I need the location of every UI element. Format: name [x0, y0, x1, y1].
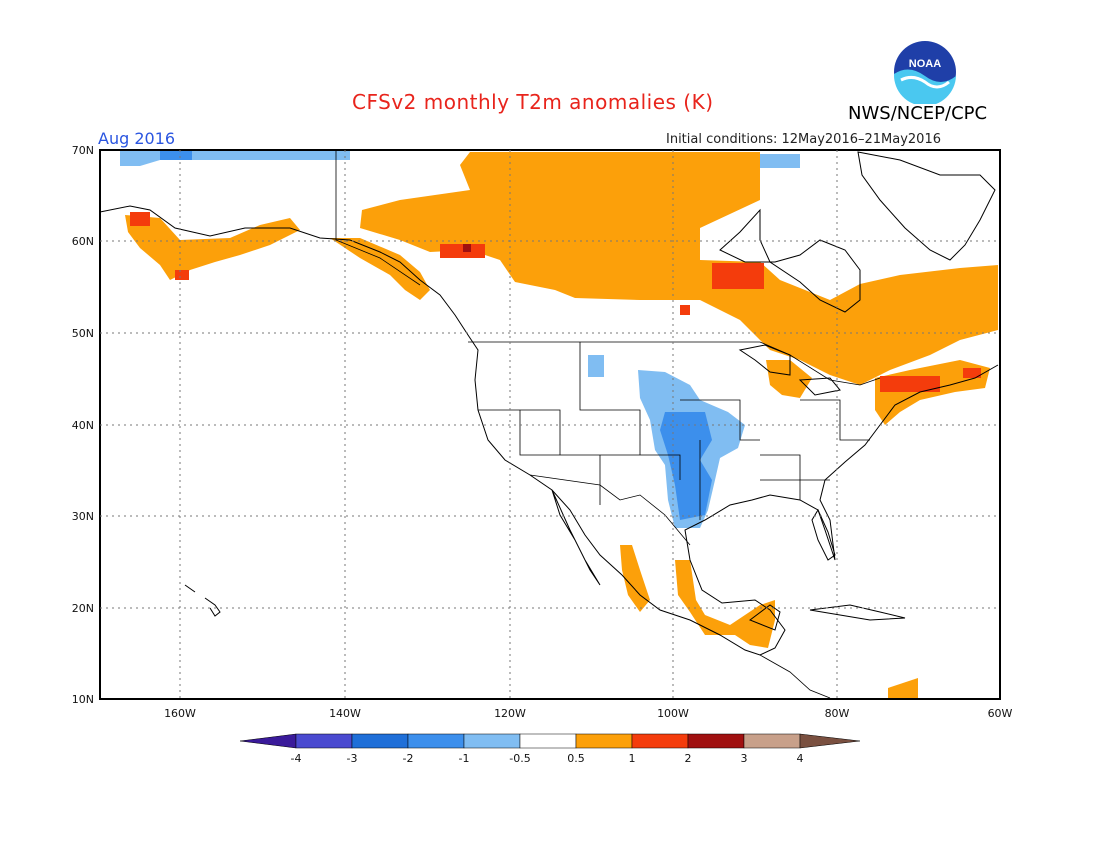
valid-month: Aug 2016 — [98, 129, 176, 148]
colorbar-tick: -4 — [291, 752, 302, 765]
colorbar-tick: -1 — [459, 752, 470, 765]
warm-anomaly-maine — [880, 376, 940, 392]
colorbar-labels: -4 -3 -2 -1 -0.5 0.5 1 2 3 4 — [291, 752, 804, 765]
coastlines — [99, 151, 999, 656]
colorbar — [239, 733, 861, 749]
colorbar-tick: -0.5 — [509, 752, 530, 765]
anomaly-shading — [120, 150, 998, 698]
warm-anomaly-canada — [360, 152, 998, 385]
colorbar-tick: 4 — [797, 752, 804, 765]
north-america-coast — [99, 205, 999, 656]
colorbar-segment — [743, 733, 801, 749]
lat-label: 30N — [72, 510, 94, 523]
lat-label: 40N — [72, 419, 94, 432]
colorbar-arrow-low — [239, 733, 297, 749]
us-states — [478, 342, 870, 520]
lon-label: 100W — [657, 707, 689, 720]
hawaii — [184, 584, 221, 617]
colorbar-tick: 2 — [685, 752, 692, 765]
colorbar-segment — [351, 733, 409, 749]
colorbar-segment — [407, 733, 465, 749]
colorbar-tick: -3 — [347, 752, 358, 765]
colorbar-tick: 1 — [629, 752, 636, 765]
greenland — [857, 151, 996, 261]
us-canada-border — [468, 341, 881, 386]
florida — [811, 508, 836, 561]
gridlines — [100, 150, 1000, 699]
lat-label: 60N — [72, 235, 94, 248]
svg-text:NOAA: NOAA — [909, 58, 941, 70]
baja — [551, 489, 601, 586]
colorbar-tick: 3 — [741, 752, 748, 765]
lon-label: 60W — [988, 707, 1013, 720]
colorbar-segment — [295, 733, 353, 749]
lon-label: 160W — [164, 707, 196, 720]
colorbar-arrow-high — [799, 733, 861, 749]
colorbar-segment — [519, 733, 577, 749]
warm-anomaly-great-lakes — [766, 360, 812, 398]
cool-anomaly-arctic — [120, 150, 350, 166]
warm-anomaly-bc — [330, 238, 430, 300]
cool-anomaly-dakotas — [588, 355, 604, 377]
us-mexico-border — [529, 474, 691, 546]
political-borders — [335, 150, 881, 699]
warm-anomaly-hudson — [712, 263, 764, 289]
central-america — [759, 654, 831, 699]
colorbar-tick: 0.5 — [567, 752, 585, 765]
warm-anomaly-alaska — [125, 215, 300, 280]
colorbar-segment — [687, 733, 745, 749]
lon-label: 80W — [825, 707, 850, 720]
lat-label: 70N — [72, 144, 94, 157]
noaa-logo: NOAA — [893, 40, 957, 108]
lat-label: 20N — [72, 602, 94, 615]
alaska-border — [335, 150, 421, 286]
longitude-labels: 160W 140W 120W 100W 80W 60W — [164, 707, 1012, 720]
colorbar-segment — [575, 733, 633, 749]
warm-anomaly-mexico-east — [675, 560, 775, 648]
lat-label: 10N — [72, 693, 94, 706]
latitude-labels: 70N 60N 50N 40N 30N 20N 10N — [72, 144, 94, 706]
warm-anomaly-yukon — [440, 244, 485, 258]
lat-label: 50N — [72, 327, 94, 340]
colorbar-segment — [463, 733, 521, 749]
lon-label: 140W — [329, 707, 361, 720]
warm-anomaly-caribbean — [888, 678, 918, 698]
great-lakes — [738, 344, 841, 396]
hudson-bay — [719, 208, 861, 313]
warm-anomaly-mexico-west — [620, 545, 650, 612]
yucatan — [748, 604, 781, 631]
lon-label: 120W — [494, 707, 526, 720]
map-title: CFSv2 monthly T2m anomalies (K) — [352, 90, 714, 114]
colorbar-segment — [631, 733, 689, 749]
initial-conditions: Initial conditions: 12May2016–21May2016 — [666, 132, 941, 147]
cuba — [809, 604, 906, 621]
agency-label: NWS/NCEP/CPC — [848, 103, 988, 124]
colorbar-tick: -2 — [403, 752, 414, 765]
